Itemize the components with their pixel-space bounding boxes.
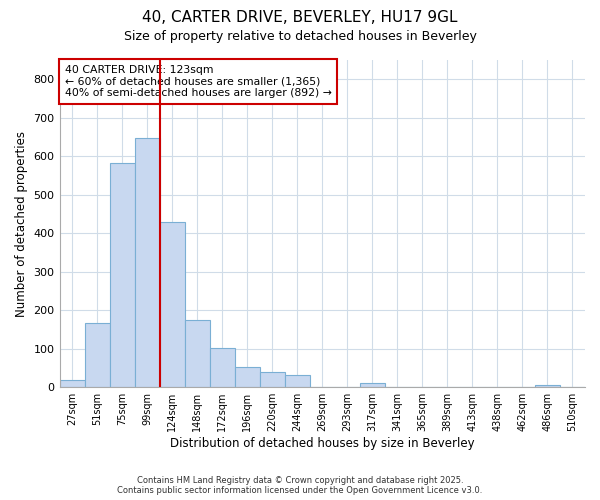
- Bar: [235, 367, 260, 387]
- Bar: [360, 384, 385, 387]
- Text: Contains HM Land Registry data © Crown copyright and database right 2025.
Contai: Contains HM Land Registry data © Crown c…: [118, 476, 482, 495]
- X-axis label: Distribution of detached houses by size in Beverley: Distribution of detached houses by size …: [170, 437, 475, 450]
- Bar: [110, 163, 134, 387]
- Bar: [260, 372, 285, 387]
- Bar: [185, 320, 209, 387]
- Bar: [134, 138, 160, 387]
- Bar: [285, 375, 310, 387]
- Bar: [160, 222, 185, 387]
- Bar: [59, 380, 85, 387]
- Bar: [209, 348, 235, 387]
- Text: 40 CARTER DRIVE: 123sqm
← 60% of detached houses are smaller (1,365)
40% of semi: 40 CARTER DRIVE: 123sqm ← 60% of detache…: [65, 65, 332, 98]
- Bar: [535, 386, 560, 387]
- Y-axis label: Number of detached properties: Number of detached properties: [15, 130, 28, 316]
- Text: Size of property relative to detached houses in Beverley: Size of property relative to detached ho…: [124, 30, 476, 43]
- Text: 40, CARTER DRIVE, BEVERLEY, HU17 9GL: 40, CARTER DRIVE, BEVERLEY, HU17 9GL: [142, 10, 458, 25]
- Bar: [85, 322, 110, 387]
